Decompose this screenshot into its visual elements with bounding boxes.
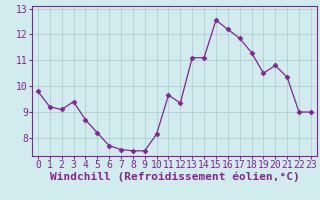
X-axis label: Windchill (Refroidissement éolien,°C): Windchill (Refroidissement éolien,°C) — [50, 172, 299, 182]
